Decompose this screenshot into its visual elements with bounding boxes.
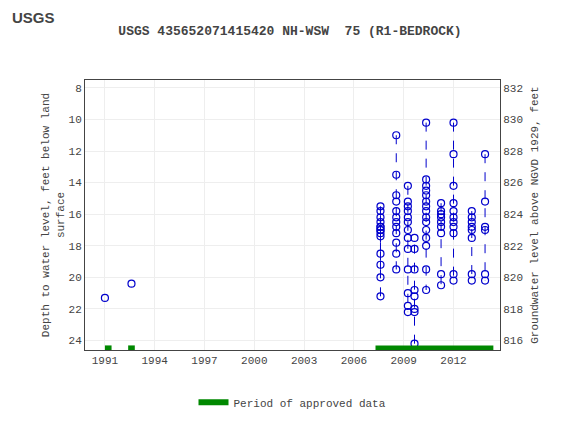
svg-text:10: 10	[69, 114, 82, 126]
svg-text:20: 20	[69, 272, 82, 284]
svg-text:1997: 1997	[191, 355, 217, 367]
svg-text:828: 828	[503, 146, 523, 158]
svg-text:820: 820	[503, 272, 523, 284]
svg-text:2000: 2000	[241, 355, 267, 367]
svg-text:2003: 2003	[291, 355, 317, 367]
svg-text:12: 12	[69, 146, 82, 158]
svg-text:Period of approved data: Period of approved data	[234, 398, 386, 410]
svg-text:1994: 1994	[142, 355, 169, 367]
svg-text:16: 16	[69, 209, 82, 221]
svg-text:2009: 2009	[391, 355, 417, 367]
svg-text:8: 8	[75, 83, 82, 95]
svg-text:830: 830	[503, 114, 523, 126]
svg-text:818: 818	[503, 304, 523, 316]
svg-text:Depth to water level, feet bel: Depth to water level, feet below landsur…	[40, 93, 66, 337]
svg-text:24: 24	[69, 335, 83, 347]
svg-text:822: 822	[503, 241, 523, 253]
svg-text:1991: 1991	[92, 355, 119, 367]
svg-text:2006: 2006	[341, 355, 367, 367]
svg-text:Groundwater level above NGVD 1: Groundwater level above NGVD 1929, feet	[529, 86, 541, 343]
svg-text:22: 22	[69, 304, 82, 316]
svg-text:14: 14	[69, 177, 83, 189]
svg-text:832: 832	[503, 83, 523, 95]
svg-text:2012: 2012	[440, 355, 466, 367]
svg-text:USGS: USGS	[12, 9, 55, 26]
svg-text:816: 816	[503, 335, 523, 347]
svg-text:USGS 435652071415420 NH-WSW 7: USGS 435652071415420 NH-WSW 75 (R1-BEDRO…	[118, 24, 461, 39]
svg-text:824: 824	[503, 209, 523, 221]
svg-text:18: 18	[69, 241, 82, 253]
svg-text:826: 826	[503, 177, 523, 189]
